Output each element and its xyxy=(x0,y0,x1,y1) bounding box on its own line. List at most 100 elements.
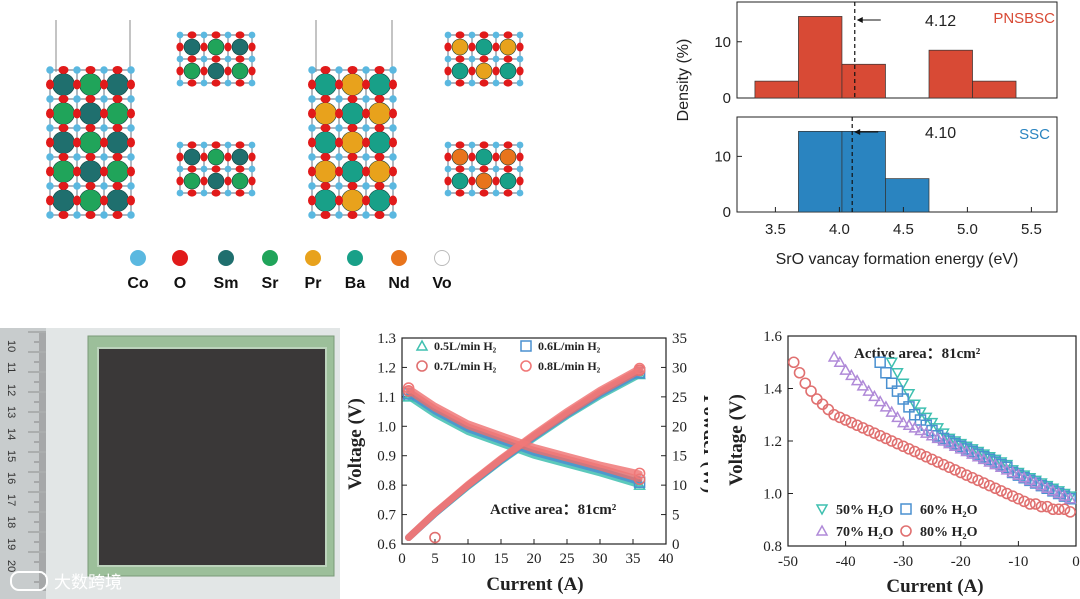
legend-label: 0.7L/min H₂ xyxy=(434,359,497,373)
cell-surface xyxy=(98,348,326,566)
oxygen-atom xyxy=(58,211,69,219)
cobalt-atom xyxy=(127,182,135,190)
cobalt-atom xyxy=(468,31,476,39)
data-point xyxy=(903,443,915,455)
data-point xyxy=(874,356,886,368)
hist-bar xyxy=(972,80,1017,99)
data-point xyxy=(966,445,979,458)
oxygen-atom xyxy=(187,165,197,173)
oxygen-atom xyxy=(46,108,54,119)
data-point xyxy=(1058,503,1071,516)
x-tick-label: 3.5 xyxy=(765,221,786,238)
oxygen-atom xyxy=(308,195,316,206)
oxygen-atom xyxy=(176,176,184,186)
data-point xyxy=(1047,503,1059,516)
cobalt-atom xyxy=(224,79,232,87)
vo-swatch xyxy=(434,250,450,266)
ruler-number: 15 xyxy=(5,450,17,462)
ruler-number: 13 xyxy=(5,406,17,418)
oxygen-atom xyxy=(176,42,184,52)
a-site-atom xyxy=(314,73,337,96)
legend-label: 80% H₂O xyxy=(920,525,978,540)
legend-label: Sr xyxy=(261,275,279,292)
data-point xyxy=(520,340,532,352)
oxygen-atom xyxy=(211,141,221,149)
oxygen-atom xyxy=(492,42,500,52)
y-tick-label: 1.3 xyxy=(377,331,396,347)
oxygen-atom xyxy=(58,153,69,161)
data-point xyxy=(1012,492,1025,505)
oxygen-atom xyxy=(85,95,96,103)
x-tick-label: 4.0 xyxy=(829,221,850,238)
a-site-atom xyxy=(475,148,493,166)
data-point xyxy=(879,400,893,412)
nd-swatch xyxy=(391,250,407,266)
hist-bottom-label: SSC xyxy=(1019,126,1050,143)
data-point xyxy=(1041,500,1054,513)
a-site-atom xyxy=(475,62,493,80)
oxygen-atom xyxy=(362,79,370,90)
oxygen-atom xyxy=(73,79,81,90)
hist-bar xyxy=(798,16,843,99)
cobalt-atom xyxy=(335,211,343,219)
oxygen-atom xyxy=(516,176,524,186)
a-site-atom xyxy=(341,189,364,212)
oxygen-atom xyxy=(73,195,81,206)
oxygen-atom xyxy=(235,141,245,149)
a-site-atom xyxy=(207,148,225,166)
data-point xyxy=(1040,481,1054,493)
oxygen-atom xyxy=(248,176,256,186)
y-tick-label: 1.6 xyxy=(763,329,782,345)
oxygen-atom xyxy=(455,189,465,197)
legend-label: 50% H₂O xyxy=(836,503,894,518)
oxygen-atom xyxy=(235,189,245,197)
data-point xyxy=(868,389,881,402)
cobalt-atom xyxy=(46,124,54,132)
hist-xlabel: SrO vancay formation energy (eV) xyxy=(776,251,1019,268)
cobalt-atom xyxy=(468,189,476,197)
cobalt-atom xyxy=(46,66,54,74)
legend-nd: Nd xyxy=(379,245,419,293)
data-point xyxy=(978,451,990,463)
x-tick-label: 0 xyxy=(398,551,406,567)
cobalt-atom xyxy=(176,189,184,197)
cobalt-atom xyxy=(362,66,370,74)
data-point xyxy=(896,416,910,428)
a-site-atom xyxy=(475,172,493,190)
cobalt-atom xyxy=(176,31,184,39)
oxygen-atom xyxy=(58,182,69,190)
oxygen-atom xyxy=(444,152,452,162)
data-point xyxy=(834,411,846,424)
data-point xyxy=(943,461,956,474)
oxygen-atom xyxy=(112,124,123,132)
a-site-atom xyxy=(79,160,102,183)
oxygen-atom xyxy=(187,55,197,63)
oxygen-atom xyxy=(224,66,232,76)
cobalt-atom xyxy=(100,95,108,103)
oxygen-atom xyxy=(85,211,96,219)
data-point xyxy=(856,379,870,391)
data-point xyxy=(633,362,646,375)
oxygen-atom xyxy=(374,66,385,74)
oxygen-atom xyxy=(176,152,184,162)
a-site-atom xyxy=(499,148,517,166)
atom-legend: Co O Sm Sr Pr Ba Nd Vo xyxy=(118,245,458,295)
cobalt-atom xyxy=(127,66,135,74)
cobalt-atom xyxy=(200,31,208,39)
iv-power-chart: Active area：81cm² Current (A) Voltage (V… xyxy=(345,331,708,595)
cobalt-atom xyxy=(224,55,232,63)
data-point xyxy=(900,503,912,515)
cobalt-atom xyxy=(248,141,256,149)
data-point xyxy=(415,339,429,351)
cobalt-atom xyxy=(100,124,108,132)
oxygen-atom xyxy=(211,79,221,87)
oxygen-atom xyxy=(347,66,358,74)
data-point xyxy=(995,485,1007,497)
x-tick-label: -20 xyxy=(951,554,971,570)
mean-arrowhead xyxy=(856,17,863,23)
oxygen-atom xyxy=(224,152,232,162)
cobalt-atom xyxy=(127,124,135,132)
watermark-text: 大数跨境 xyxy=(54,573,122,593)
data-point xyxy=(914,423,927,436)
oxygen-atom xyxy=(112,211,123,219)
